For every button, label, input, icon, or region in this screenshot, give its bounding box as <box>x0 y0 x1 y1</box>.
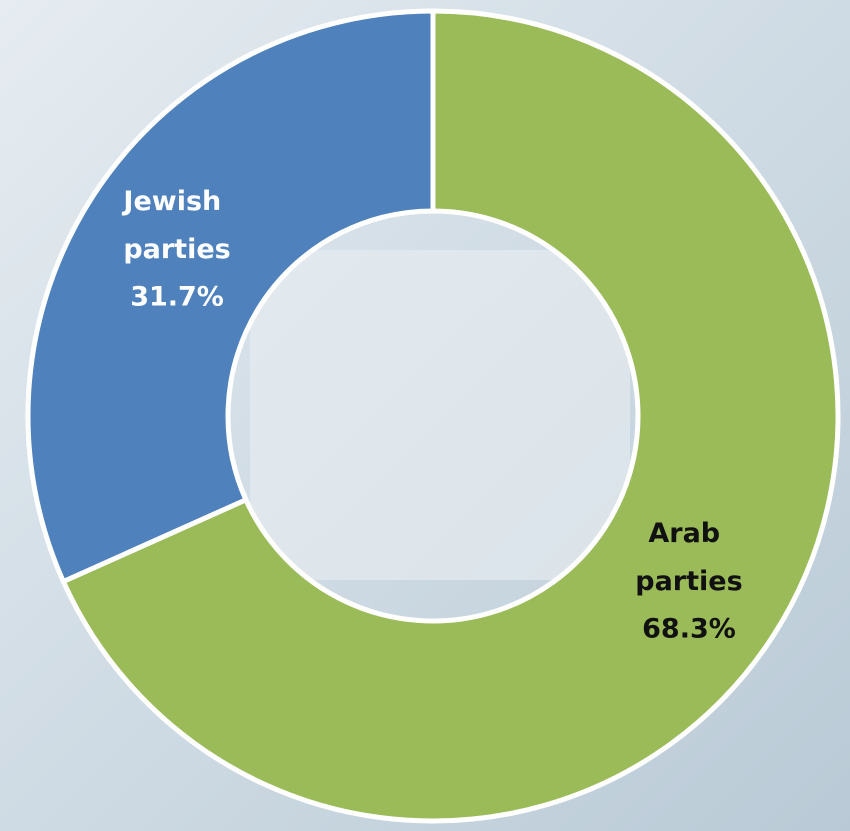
category-label: Arab parties <box>635 517 742 596</box>
background-key <box>250 250 630 580</box>
value-label: 68.3% <box>642 613 736 644</box>
category-label: Jewish parties <box>121 186 230 265</box>
value-label: 31.7% <box>130 282 224 313</box>
donut-segment <box>25 8 436 585</box>
plot: Arab parties 68.3% Jewish parties 31.7% <box>25 8 841 824</box>
donut-segment <box>60 8 841 824</box>
